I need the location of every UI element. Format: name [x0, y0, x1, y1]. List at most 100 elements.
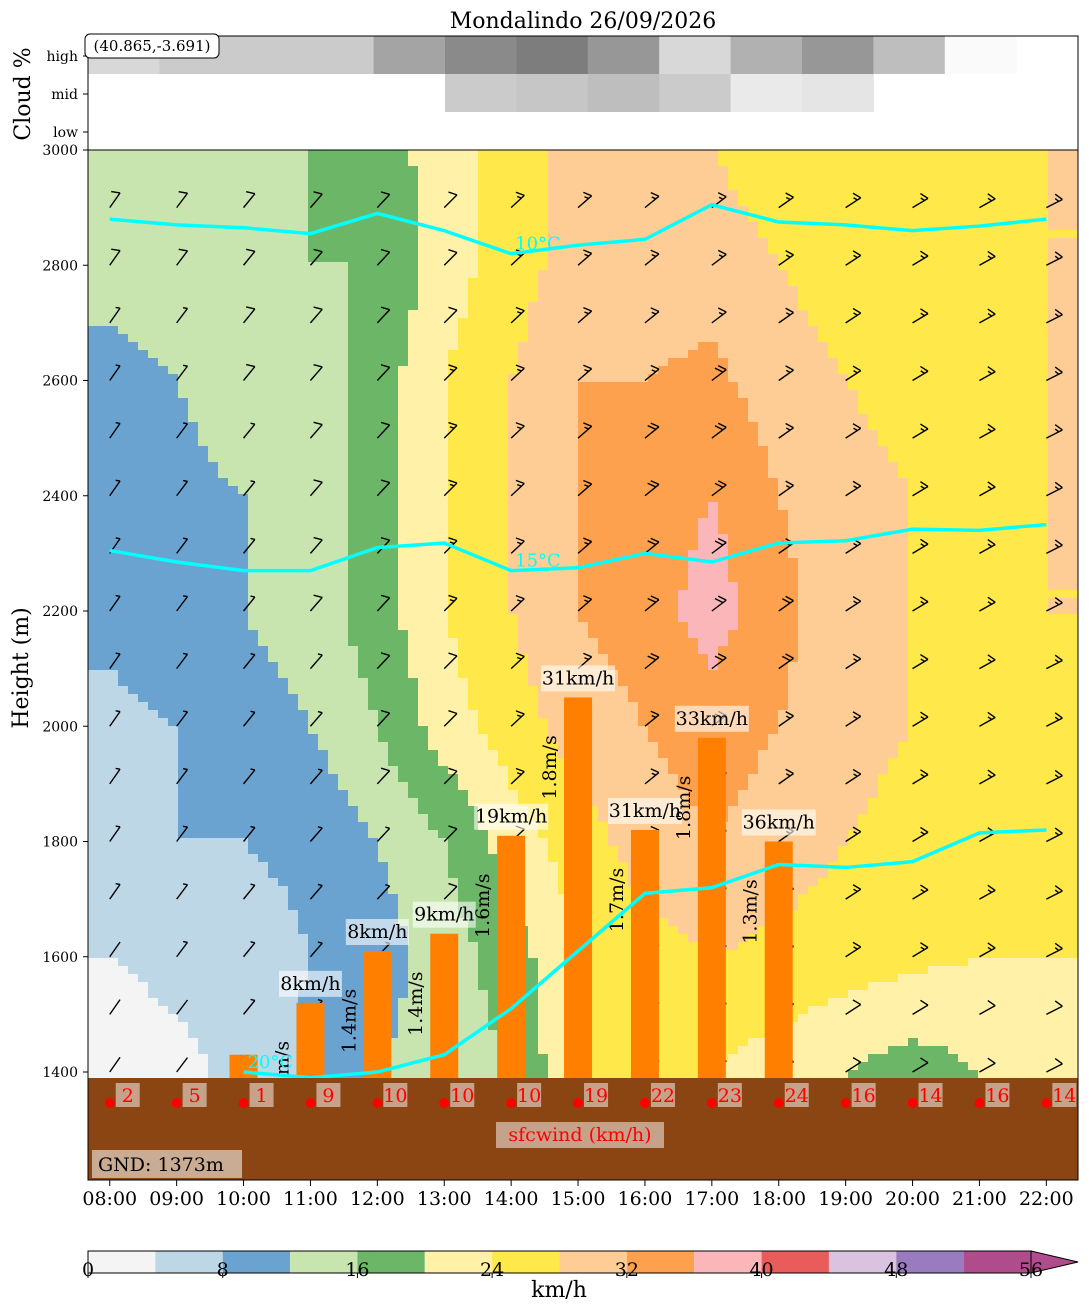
heatmap-cell [298, 910, 309, 919]
heatmap-cell [438, 462, 449, 471]
heatmap-cell [108, 302, 119, 311]
heatmap-cell [298, 254, 309, 263]
heatmap-cell [288, 1070, 299, 1078]
heatmap-cell [428, 822, 439, 831]
heatmap-cell [118, 958, 129, 967]
heatmap-cell [98, 342, 109, 351]
heatmap-cell [178, 718, 189, 727]
heatmap-cell [338, 1014, 349, 1023]
heatmap-cell [108, 1070, 119, 1078]
heatmap-cell [458, 958, 469, 967]
heatmap-cell [418, 590, 429, 599]
heatmap-cell [458, 1070, 469, 1078]
heatmap-cell [168, 326, 179, 335]
heatmap-cell [168, 1030, 179, 1039]
heatmap-cell [388, 942, 399, 951]
heatmap-cell [298, 214, 309, 223]
heatmap-cell [118, 622, 129, 631]
heatmap-cell [138, 702, 149, 711]
heatmap-cell [508, 774, 519, 783]
heatmap-cell [338, 598, 349, 607]
heatmap-cell [278, 318, 289, 327]
heatmap-cell [508, 782, 519, 791]
heatmap-cell [468, 574, 479, 583]
heatmap-cell [118, 942, 129, 951]
heatmap-cell [398, 582, 409, 591]
heatmap-cell [318, 670, 329, 679]
heatmap-cell [328, 734, 339, 743]
heatmap-cell [108, 974, 119, 983]
heatmap-cell [208, 174, 219, 183]
heatmap-cell [508, 598, 519, 607]
heatmap-cell [258, 982, 269, 991]
heatmap-cell [248, 286, 259, 295]
heatmap-cell [468, 846, 479, 855]
heatmap-cell [438, 174, 449, 183]
heatmap-cell [178, 686, 189, 695]
heatmap-cell [328, 726, 339, 735]
heatmap-cell [478, 782, 489, 791]
heatmap-cell [368, 734, 379, 743]
heatmap-cell [228, 790, 239, 799]
heatmap-cell [158, 470, 169, 479]
heatmap-cell [268, 590, 279, 599]
heatmap-cell [368, 598, 379, 607]
heatmap-cell [368, 566, 379, 575]
heatmap-cell [338, 590, 349, 599]
heatmap-cell [338, 254, 349, 263]
heatmap-cell [138, 790, 149, 799]
heatmap-cell [468, 254, 479, 263]
heatmap-cell [168, 630, 179, 639]
heatmap-cell [488, 534, 499, 543]
heatmap-cell [288, 766, 299, 775]
heatmap-cell [168, 606, 179, 615]
heatmap-cell [248, 366, 259, 375]
heatmap-cell [488, 286, 499, 295]
heatmap-cell [498, 478, 509, 487]
heatmap-cell [418, 318, 429, 327]
heatmap-cell [428, 446, 439, 455]
heatmap-cell [278, 926, 289, 935]
heatmap-cell [348, 654, 359, 663]
heatmap-cell [378, 790, 389, 799]
heatmap-cell [288, 966, 299, 975]
heatmap-cell [278, 198, 289, 207]
heatmap-cell [208, 670, 219, 679]
heatmap-cell [328, 550, 339, 559]
heatmap-cell [298, 174, 309, 183]
heatmap-cell [268, 238, 279, 247]
heatmap-cell [108, 894, 119, 903]
heatmap-cell [318, 654, 329, 663]
heatmap-cell [508, 206, 519, 215]
heatmap-cell [328, 622, 339, 631]
heatmap-cell [318, 174, 329, 183]
heatmap-cell [428, 878, 439, 887]
heatmap-cell [128, 950, 139, 959]
heatmap-cell [368, 270, 379, 279]
heatmap-cell [128, 846, 139, 855]
heatmap-cell [138, 806, 149, 815]
heatmap-cell [338, 806, 349, 815]
heatmap-cell [468, 246, 479, 255]
heatmap-cell [488, 550, 499, 559]
heatmap-cell [268, 358, 279, 367]
heatmap-cell [468, 750, 479, 759]
heatmap-cell [98, 590, 109, 599]
heatmap-cell [278, 230, 289, 239]
heatmap-cell [378, 566, 389, 575]
heatmap-cell [88, 534, 99, 543]
heatmap-cell [398, 430, 409, 439]
heatmap-cell [428, 390, 439, 399]
heatmap-cell [438, 406, 449, 415]
heatmap-cell [338, 158, 349, 167]
heatmap-cell [128, 1030, 139, 1039]
heatmap-cell [368, 806, 379, 815]
heatmap-cell [308, 158, 319, 167]
heatmap-cell [168, 526, 179, 535]
heatmap-cell [238, 822, 249, 831]
heatmap-cell [198, 470, 209, 479]
heatmap-cell [398, 182, 409, 191]
heatmap-cell [88, 694, 99, 703]
heatmap-cell [238, 334, 249, 343]
heatmap-cell [118, 862, 129, 871]
